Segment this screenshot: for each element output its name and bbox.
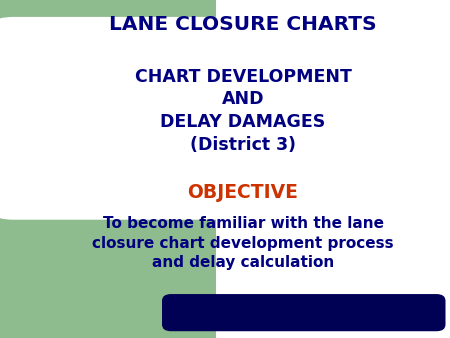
Text: To become familiar with the lane
closure chart development process
and delay cal: To become familiar with the lane closure… [92,216,394,270]
FancyBboxPatch shape [0,17,252,220]
Bar [216,0,450,338]
Text: CHART DEVELOPMENT
AND
DELAY DAMAGES
(District 3): CHART DEVELOPMENT AND DELAY DAMAGES (Dis… [135,68,351,154]
FancyBboxPatch shape [162,294,446,331]
Text: OBJECTIVE: OBJECTIVE [188,183,298,201]
Text: LANE CLOSURE CHARTS: LANE CLOSURE CHARTS [109,15,377,34]
